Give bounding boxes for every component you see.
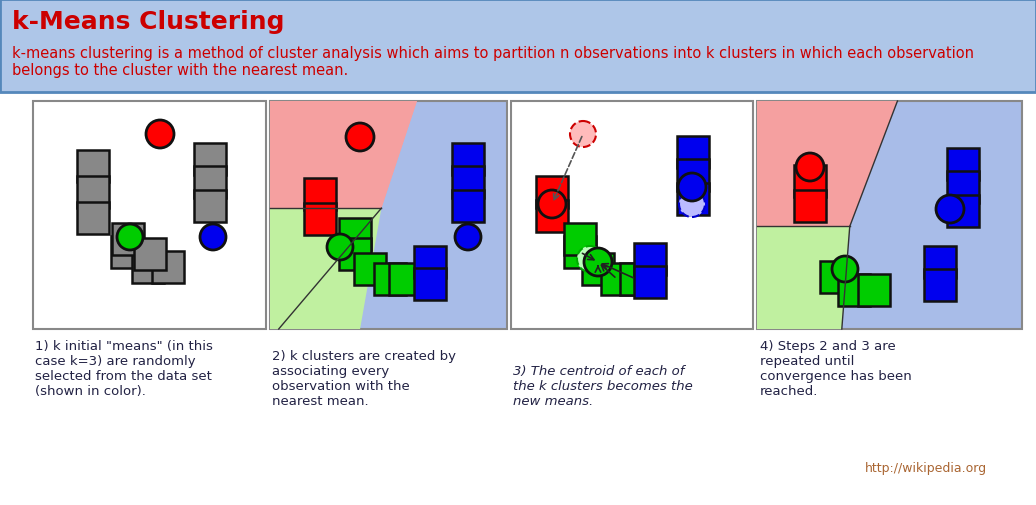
Bar <box>414 269 447 300</box>
Text: k-means clustering is a method of cluster analysis which aims to partition n obs: k-means clustering is a method of cluste… <box>12 46 974 78</box>
Bar <box>194 144 226 176</box>
Circle shape <box>678 174 706 201</box>
Polygon shape <box>270 102 507 209</box>
Circle shape <box>832 257 858 282</box>
Bar <box>536 177 568 209</box>
Bar <box>947 195 979 228</box>
Circle shape <box>200 225 226 250</box>
Bar <box>924 246 956 278</box>
Circle shape <box>570 122 596 147</box>
Circle shape <box>538 190 566 219</box>
Bar <box>858 274 890 307</box>
Circle shape <box>327 234 353 261</box>
Bar <box>536 200 568 232</box>
Bar <box>354 254 386 285</box>
Bar <box>77 177 109 209</box>
Bar <box>33 102 266 329</box>
Circle shape <box>346 124 374 152</box>
Bar <box>111 236 143 269</box>
Bar <box>77 150 109 183</box>
Bar <box>77 203 109 234</box>
Text: 1) k initial "means" (in this
case k=3) are randomly
selected from the data set
: 1) k initial "means" (in this case k=3) … <box>35 339 212 397</box>
Bar <box>304 204 336 235</box>
Bar <box>511 102 753 329</box>
Bar <box>620 264 652 295</box>
Circle shape <box>679 191 706 218</box>
Bar <box>677 137 709 169</box>
Bar <box>132 251 164 283</box>
Bar <box>677 184 709 216</box>
Circle shape <box>117 225 143 250</box>
Bar <box>582 254 614 285</box>
Bar <box>152 251 184 283</box>
Circle shape <box>936 195 965 224</box>
Bar <box>452 167 484 198</box>
Text: 2) k clusters are created by
associating every
observation with the
nearest mean: 2) k clusters are created by associating… <box>272 349 456 407</box>
Polygon shape <box>270 102 416 209</box>
Bar <box>757 102 1021 329</box>
Bar <box>452 190 484 223</box>
Polygon shape <box>757 227 850 329</box>
Bar <box>564 224 596 256</box>
Bar <box>194 190 226 223</box>
Bar <box>677 160 709 191</box>
Bar <box>564 236 596 269</box>
Bar <box>821 262 852 293</box>
Bar <box>634 243 666 275</box>
Bar <box>0 0 1036 93</box>
Circle shape <box>796 154 824 182</box>
Bar <box>194 167 226 198</box>
Circle shape <box>455 225 481 250</box>
Circle shape <box>146 121 174 148</box>
Text: k-Means Clustering: k-Means Clustering <box>12 10 285 34</box>
Bar <box>339 219 371 250</box>
Bar <box>924 270 956 301</box>
Bar <box>414 246 447 278</box>
Bar <box>601 264 633 295</box>
Bar <box>270 102 507 329</box>
Bar <box>947 172 979 204</box>
Text: http://wikipedia.org: http://wikipedia.org <box>865 461 987 474</box>
Bar <box>452 144 484 176</box>
Bar <box>838 274 870 307</box>
Bar <box>304 179 336 211</box>
Polygon shape <box>270 209 381 329</box>
Bar <box>134 238 166 271</box>
Text: 3) The centroid of each of
the k clusters becomes the
new means.: 3) The centroid of each of the k cluster… <box>513 364 693 407</box>
Circle shape <box>584 248 612 276</box>
Text: 4) Steps 2 and 3 are
repeated until
convergence has been
reached.: 4) Steps 2 and 3 are repeated until conv… <box>760 339 912 397</box>
Polygon shape <box>757 102 897 227</box>
Bar <box>947 148 979 181</box>
Bar <box>794 190 826 223</box>
Bar <box>339 238 371 271</box>
Bar <box>794 166 826 197</box>
Bar <box>374 264 406 295</box>
Bar <box>112 224 144 256</box>
Circle shape <box>577 246 603 273</box>
Bar <box>388 264 421 295</box>
Bar <box>634 267 666 298</box>
